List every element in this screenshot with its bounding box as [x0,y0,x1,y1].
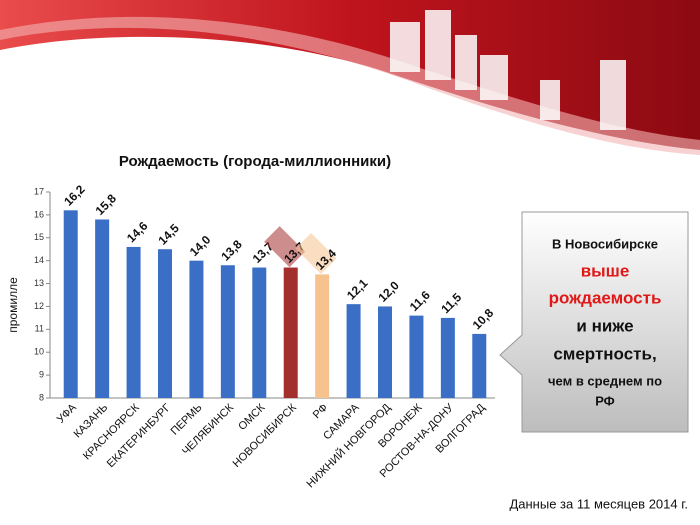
value-label-box [295,233,337,275]
y-axis-label: промилле [6,277,20,333]
value-label: 13,8 [218,237,245,264]
callout: В Новосибирске выше рождаемость и ниже с… [499,211,689,433]
x-tick-label: УФА [55,401,80,426]
bar [220,265,235,398]
bar [472,333,487,398]
y-tick-label: 15 [34,232,44,242]
callout-line: В Новосибирске [552,236,658,251]
bar [409,315,424,398]
chart-title: Рождаемость (города-миллионники) [119,153,391,170]
callout-line: выше [581,261,630,280]
x-tick-label: КРАСНОЯРСК [81,401,142,462]
y-tick-label: 14 [34,255,44,265]
callout-line: и ниже [576,316,633,335]
value-label: 12,0 [375,278,402,305]
bar [378,306,392,398]
value-label: 11,6 [407,288,433,314]
callout-line: РФ [595,393,615,408]
value-label: 15,8 [93,191,120,218]
bar [63,210,78,398]
value-label: 16,2 [61,182,88,209]
bar [440,317,455,398]
value-label: 10,8 [470,306,497,333]
y-tick-label: 9 [39,369,44,379]
bar [283,267,298,398]
callout-line: рождаемость [549,288,662,307]
y-tick-label: 16 [34,209,44,219]
x-tick-label: РФ [311,402,331,422]
bar [189,260,204,398]
bar [95,219,110,398]
y-tick-label: 10 [34,347,44,357]
y-tick-label: 8 [39,392,44,402]
header-decoration [0,0,700,156]
value-label: 11,5 [438,290,464,316]
y-tick-label: 17 [34,186,44,196]
value-label: 12,1 [344,276,371,303]
y-tick-label: 13 [34,278,44,288]
value-label: 14,6 [124,219,151,246]
value-label: 14,0 [187,232,214,259]
value-label-box [264,226,306,268]
callout-line: смертность, [553,344,656,363]
footer: Данные за 11 месяцев 2014 г. [509,496,688,511]
bar [346,304,361,398]
y-tick-label: 11 [35,324,44,334]
bar [126,246,141,398]
y-tick-label: 12 [34,301,44,311]
bar [252,267,267,398]
bar [315,274,330,398]
bar [158,249,172,398]
value-label: 14,5 [155,221,182,248]
callout-line: чем в среднем по [548,373,662,388]
